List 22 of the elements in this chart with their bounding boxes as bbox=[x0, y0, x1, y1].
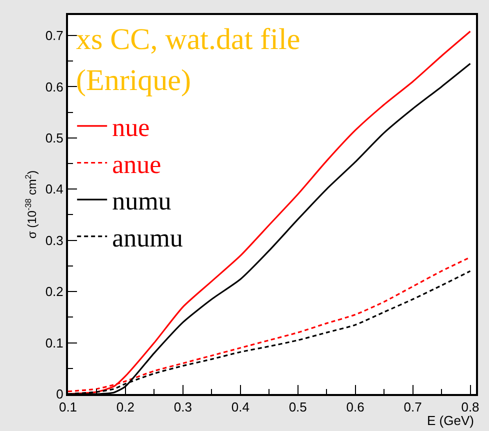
x-tick-label: 0.7 bbox=[404, 400, 422, 415]
legend-label: anue bbox=[112, 150, 162, 179]
x-tick-label: 0.3 bbox=[174, 400, 192, 415]
x-tick-label: 0.6 bbox=[346, 400, 364, 415]
x-tick-label: 0.8 bbox=[461, 400, 480, 415]
y-tick-label: 0.5 bbox=[45, 130, 64, 146]
x-axis-title: E (GeV) bbox=[427, 413, 474, 428]
y-tick-label: 0.6 bbox=[45, 79, 64, 94]
legend-label: nue bbox=[112, 113, 150, 142]
y-tick-label: 0 bbox=[56, 386, 64, 402]
y-tick-label: 0.4 bbox=[45, 182, 64, 197]
x-tick-label: 0.5 bbox=[288, 400, 307, 415]
x-tick-label: 0.1 bbox=[58, 400, 78, 415]
y-tick-label: 0.7 bbox=[45, 28, 64, 44]
y-tick-label: 0.2 bbox=[45, 284, 64, 300]
legend-label: anumu bbox=[112, 223, 183, 252]
x-tick-label: 0.4 bbox=[231, 400, 250, 415]
legend-label: numu bbox=[112, 186, 172, 216]
text: xs CC, wat.dat file (Enrique) bbox=[76, 23, 300, 97]
y-tick-label: 0.1 bbox=[45, 335, 64, 350]
y-tick-label: 0.3 bbox=[45, 232, 64, 248]
x-tick-label: 0.2 bbox=[116, 400, 134, 415]
